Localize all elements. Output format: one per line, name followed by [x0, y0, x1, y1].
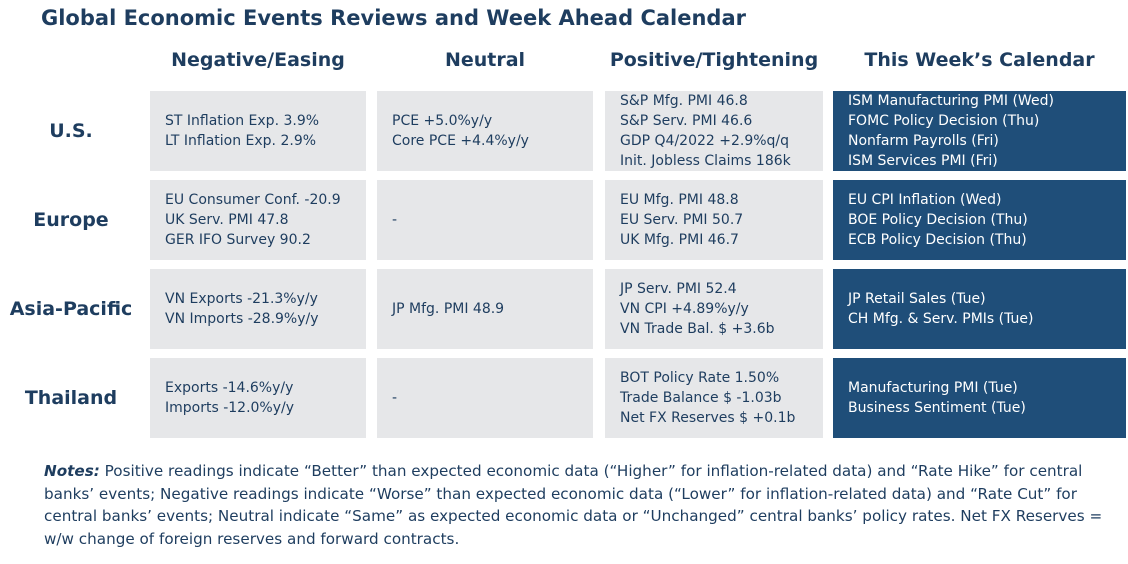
row-label-asia-pacific: Asia- Pacific	[0, 269, 142, 349]
cell-line: JP Mfg. PMI 48.9	[392, 301, 505, 317]
cell-line: UK Mfg. PMI 46.7	[620, 232, 739, 248]
page-title: Global Economic Events Reviews and Week …	[41, 6, 746, 30]
cell-line: JP Retail Sales (Tue)	[848, 291, 986, 307]
cell-line: EU Mfg. PMI 48.8	[620, 192, 739, 208]
cell-line: S&P Serv. PMI 46.6	[620, 113, 753, 129]
neutral-cell-us: PCE +5.0%y/y Core PCE +4.4%y/y	[377, 91, 593, 171]
cell-line: Net FX Reserves $ +0.1b	[620, 410, 796, 426]
column-header-calendar: This Week’s Calendar	[864, 49, 1095, 71]
cell-line: BOE Policy Decision (Thu)	[848, 212, 1028, 228]
cell-line: ECB Policy Decision (Thu)	[848, 232, 1027, 248]
cell-line: Exports -14.6%y/y	[165, 380, 294, 396]
calendar-cell-asia-pacific: JP Retail Sales (Tue) CH Mfg. & Serv. PMI…	[833, 269, 1126, 349]
cell-line: VN CPI +4.89%y/y	[620, 301, 749, 317]
cell-line: Core PCE +4.4%y/y	[392, 133, 529, 149]
cell-line: Business Sentiment (Tue)	[848, 400, 1026, 416]
cell-line: -	[392, 212, 398, 228]
cell-line: GDP Q4/2022 +2.9%q/q	[620, 133, 790, 149]
notes-paragraph: Notes: Positive readings indicate “Bette…	[44, 460, 1104, 550]
calendar-cell-thailand: Manufacturing PMI (Tue) Business Sentimen…	[833, 358, 1126, 438]
row-label-line: U.S.	[49, 119, 93, 142]
cell-line: FOMC Policy Decision (Thu)	[848, 113, 1040, 129]
cell-line: UK Serv. PMI 47.8	[165, 212, 289, 228]
neutral-cell-thailand: -	[377, 358, 593, 438]
notes-label: Notes:	[44, 462, 100, 480]
cell-line: EU CPI Inflation (Wed)	[848, 192, 1002, 208]
cell-line: GER IFO Survey 90.2	[165, 232, 311, 248]
neutral-cell-asia-pacific: JP Mfg. PMI 48.9	[377, 269, 593, 349]
cell-line: CH Mfg. & Serv. PMIs (Tue)	[848, 311, 1034, 327]
cell-line: Nonfarm Payrolls (Fri)	[848, 133, 999, 149]
cell-line: PCE +5.0%y/y	[392, 113, 493, 129]
positive-cell-europe: EU Mfg. PMI 48.8 EU Serv. PMI 50.7 UK Mfg.…	[605, 180, 823, 260]
cell-line: Imports -12.0%y/y	[165, 400, 295, 416]
cell-line: JP Serv. PMI 52.4	[620, 281, 737, 297]
negative-cell-thailand: Exports -14.6%y/y Imports -12.0%y/y	[150, 358, 366, 438]
positive-cell-thailand: BOT Policy Rate 1.50% Trade Balance $ -1.…	[605, 358, 823, 438]
cell-line: ISM Manufacturing PMI (Wed)	[848, 93, 1054, 109]
cell-line: VN Trade Bal. $ +3.6b	[620, 321, 775, 337]
cell-line: LT Inflation Exp. 2.9%	[165, 133, 317, 149]
positive-cell-us: S&P Mfg. PMI 46.8 S&P Serv. PMI 46.6 GDP Q…	[605, 91, 823, 171]
row-label-europe: Europe	[0, 180, 142, 260]
cell-line: Trade Balance $ -1.03b	[620, 390, 782, 406]
cell-line: BOT Policy Rate 1.50%	[620, 370, 780, 386]
cell-line: VN Imports -28.9%y/y	[165, 311, 319, 327]
cell-line: Init. Jobless Claims 186k	[620, 153, 791, 169]
cell-line: S&P Mfg. PMI 46.8	[620, 93, 748, 109]
row-label-thailand: Thailand	[0, 358, 142, 438]
notes-text: Positive readings indicate “Better” than…	[44, 462, 1103, 548]
row-label-line: Pacific	[62, 297, 133, 320]
cell-line: ISM Services PMI (Fri)	[848, 153, 998, 169]
cell-line: -	[392, 390, 398, 406]
cell-line: ST Inflation Exp. 3.9%	[165, 113, 320, 129]
column-header-positive: Positive/Tightening	[609, 49, 819, 71]
calendar-cell-europe: EU CPI Inflation (Wed) BOE Policy Decisio…	[833, 180, 1126, 260]
row-label-line: Europe	[33, 208, 109, 231]
row-label-line: Asia-	[9, 297, 63, 320]
cell-line: Manufacturing PMI (Tue)	[848, 380, 1018, 396]
row-label-us: U.S.	[0, 91, 142, 171]
calendar-cell-us: ISM Manufacturing PMI (Wed) FOMC Policy D…	[833, 91, 1126, 171]
negative-cell-europe: EU Consumer Conf. -20.9 UK Serv. PMI 47.8…	[150, 180, 366, 260]
column-header-negative: Negative/Easing	[171, 49, 345, 71]
cell-line: VN Exports -21.3%y/y	[165, 291, 318, 307]
row-label-line: Thailand	[24, 386, 118, 409]
cell-line: EU Consumer Conf. -20.9	[165, 192, 341, 208]
column-header-neutral: Neutral	[444, 49, 526, 71]
positive-cell-asia-pacific: JP Serv. PMI 52.4 VN CPI +4.89%y/y VN Trad…	[605, 269, 823, 349]
negative-cell-asia-pacific: VN Exports -21.3%y/y VN Imports -28.9%y/y	[150, 269, 366, 349]
negative-cell-us: ST Inflation Exp. 3.9% LT Inflation Exp. …	[150, 91, 366, 171]
cell-line: EU Serv. PMI 50.7	[620, 212, 744, 228]
neutral-cell-europe: -	[377, 180, 593, 260]
